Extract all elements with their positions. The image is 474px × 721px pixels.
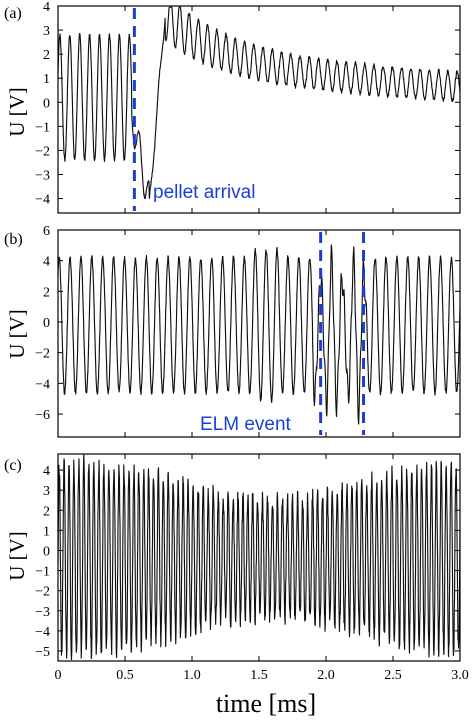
y-tick-label: −2 [35, 347, 50, 362]
x-axis-label: time [ms] [216, 689, 316, 718]
panel-b: (b) U [V] −6 −4 −2 0 2 4 6 ELM event [4, 224, 461, 438]
panel-c-frame [57, 453, 461, 662]
x-tick-label: 0 [55, 668, 62, 683]
y-tick-label: −2 [35, 585, 50, 600]
y-tick-label: 4 [43, 255, 50, 270]
panel-a-label: (a) [4, 5, 22, 22]
panel-a-trace [57, 6, 461, 200]
y-tick-label: 3 [43, 24, 50, 39]
y-tick-label: 0 [43, 96, 50, 111]
y-tick-label: −3 [35, 168, 50, 183]
y-tick-label: 2 [43, 48, 50, 63]
y-tick-label: 4 [43, 464, 50, 479]
y-tick-label: 3 [43, 484, 50, 499]
panel-c-label: (c) [4, 457, 22, 474]
elm-event-annotation: ELM event [200, 414, 292, 435]
y-tick-label: −2 [35, 144, 50, 159]
y-tick-label: 2 [43, 285, 50, 300]
y-tick-label: −3 [35, 605, 50, 620]
y-tick-label: 0 [43, 544, 50, 559]
x-tick-label: 3.0 [451, 668, 469, 683]
panel-a-ticks: −4 −3 −2 −1 0 1 2 3 4 [35, 0, 461, 213]
panel-b-ylabel: U [V] [5, 309, 29, 359]
panel-c-ylabel: U [V] [5, 531, 29, 581]
y-tick-label: 1 [43, 524, 50, 539]
panel-b-frame [57, 229, 461, 438]
y-tick-label: 2 [43, 504, 50, 519]
panel-a-frame [57, 5, 461, 214]
panel-c-ticks: −5 −4 −3 −2 −1 0 1 2 3 4 0 0.5 1.0 1.5 2.0 2.5 3.0 [35, 454, 469, 683]
pellet-arrival-annotation: pellet arrival [153, 182, 255, 203]
y-tick-label: −4 [35, 625, 50, 640]
y-tick-label: 4 [43, 0, 50, 15]
y-tick-label: 0 [43, 316, 50, 331]
y-tick-label: 6 [43, 224, 50, 239]
x-tick-label: 1.0 [183, 668, 201, 683]
x-tick-label: 2.0 [317, 668, 335, 683]
y-tick-label: −5 [35, 645, 50, 660]
y-tick-label: −6 [35, 408, 50, 423]
y-tick-label: −4 [35, 377, 50, 392]
panel-a: (a) U [V] −4 −3 −2 −1 0 1 2 3 4 pellet arrival [4, 0, 461, 214]
y-tick-label: 1 [43, 72, 50, 87]
panel-b-label: (b) [4, 231, 23, 248]
panel-b-trace [57, 244, 461, 425]
y-tick-label: −1 [35, 120, 50, 135]
y-tick-label: −1 [35, 565, 50, 580]
panel-a-ylabel: U [V] [5, 87, 29, 137]
panel-c-trace [57, 454, 461, 661]
panel-c: (c) U [V] −5 −4 −3 −2 −1 0 1 2 3 4 0 0.5 1.0 1.5 2.0 2.… [4, 453, 469, 683]
y-tick-label: −4 [35, 193, 50, 208]
x-tick-label: 0.5 [116, 668, 134, 683]
panel-b-markers [319, 232, 366, 435]
x-tick-label: 1.5 [250, 668, 268, 683]
x-tick-label: 2.5 [384, 668, 402, 683]
